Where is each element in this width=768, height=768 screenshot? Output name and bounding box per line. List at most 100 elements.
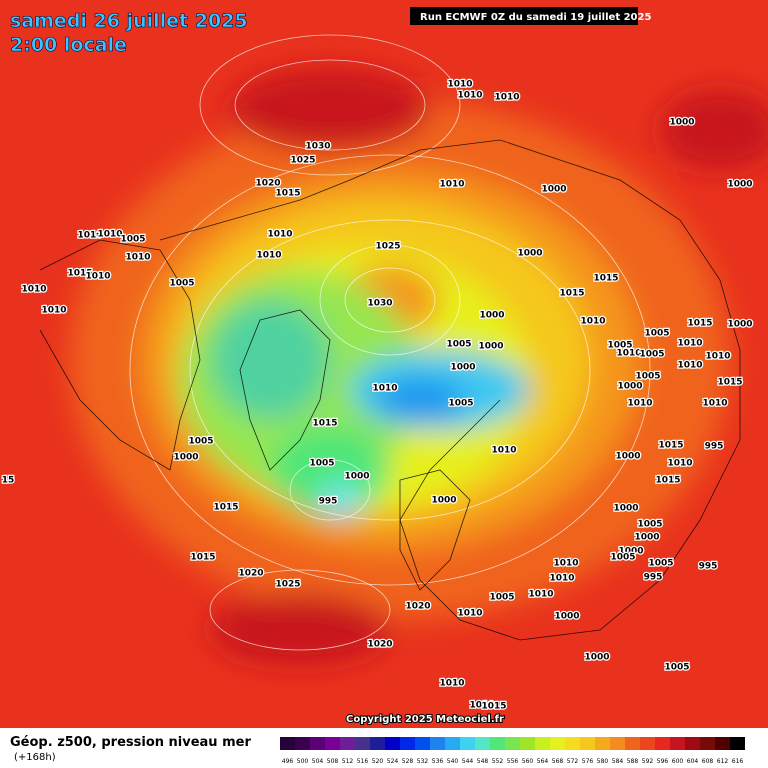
scale-label: 524 [387, 758, 399, 765]
isobar-label: 1020 [405, 602, 430, 612]
isobar-label: 1010 [97, 230, 122, 240]
scale-label: 604 [687, 758, 699, 765]
isobar-label: 1000 [613, 504, 638, 514]
scale-swatch [430, 737, 445, 750]
isobar-label: 1010 [667, 459, 692, 469]
isobar-label: 1010 [528, 590, 553, 600]
isobar-label: 1000 [584, 653, 609, 663]
isobar-label: 1010 [256, 251, 281, 261]
run-info: Run ECMWF 0Z du samedi 19 juillet 2025 [420, 12, 651, 23]
scale-swatch [445, 737, 460, 750]
copyright: Copyright 2025 Meteociel.fr [346, 714, 504, 725]
isobar-label: 1000 [173, 453, 198, 463]
scale-swatch [595, 737, 610, 750]
isobar-label: 1025 [290, 156, 315, 166]
isobar-label: 1010 [125, 253, 150, 263]
scale-label: 564 [537, 758, 549, 765]
isobar-label: 1015 [687, 319, 712, 329]
isobar-label: 1005 [309, 459, 334, 469]
scale-label: 500 [297, 758, 309, 765]
isobar-label: 1010 [677, 339, 702, 349]
isobar-label: 1005 [639, 350, 664, 360]
scale-label: 504 [312, 758, 324, 765]
isobar-label: 1010 [439, 180, 464, 190]
isobar-label: 1010 [447, 80, 472, 90]
isobar-label: 1015 [275, 189, 300, 199]
isobar-label: 1015 [559, 289, 584, 299]
scale-swatch [505, 737, 520, 750]
isobar-label: 1000 [431, 496, 456, 506]
isobar-label: 1005 [448, 399, 473, 409]
isobar-label: 1015 [213, 503, 238, 513]
isobar-label: 1000 [554, 612, 579, 622]
scale-swatch [520, 737, 535, 750]
scale-label: 520 [372, 758, 384, 765]
isobar-label: 1000 [478, 342, 503, 352]
field [0, 0, 768, 728]
scale-swatch [340, 737, 355, 750]
isobar-label: 1020 [238, 569, 263, 579]
isobar-label: 1025 [275, 580, 300, 590]
isobar-label: 995 [319, 497, 338, 507]
isobar-label: 995 [644, 573, 663, 583]
isobar-label: 1015 [67, 269, 92, 279]
scale-label: 548 [477, 758, 489, 765]
scale-swatch [610, 737, 625, 750]
isobar-label: 995 [705, 442, 724, 452]
scale-label: 544 [462, 758, 474, 765]
scale-label: 536 [432, 758, 444, 765]
isobar-label: 1005 [120, 235, 145, 245]
isobar-label: 1010 [616, 349, 641, 359]
isobar-label: 1010 [553, 559, 578, 569]
scale-label: 600 [672, 758, 684, 765]
isobar-label: 1010 [439, 679, 464, 689]
isobar-label: 1010 [494, 93, 519, 103]
isobar-label: 1000 [727, 180, 752, 190]
scale-swatch [310, 737, 325, 750]
scale-swatch [640, 737, 655, 750]
isobar-label: 1010 [469, 701, 494, 711]
isobar-label: 995 [699, 562, 718, 572]
scale-swatch [580, 737, 595, 750]
isobar-label: 1010 [702, 399, 727, 409]
isobar-label: 1010 [21, 285, 46, 295]
scale-swatch [325, 737, 340, 750]
isobar-label: 1010 [549, 574, 574, 584]
scale-label: 560 [522, 758, 534, 765]
scale-label: 608 [702, 758, 714, 765]
valid-date: samedi 26 juillet 2025 [10, 10, 248, 32]
isobar-label: 1005 [607, 341, 632, 351]
isobar-label: 1010 [491, 446, 516, 456]
scale-label: 596 [657, 758, 669, 765]
local-time: 2:00 locale [10, 34, 127, 56]
scale-swatch [490, 737, 505, 750]
scale-label: 528 [402, 758, 414, 765]
scale-swatch [385, 737, 400, 750]
scale-swatch [655, 737, 670, 750]
isobar-label: 1005 [188, 437, 213, 447]
isobar-label: 1005 [446, 340, 471, 350]
isobar-label: 1015 [655, 476, 680, 486]
scale-swatch [415, 737, 430, 750]
isobar-label: 1005 [637, 520, 662, 530]
scale-swatch [685, 737, 700, 750]
scale-label: 612 [717, 758, 729, 765]
isobar-label: 1010 [372, 384, 397, 394]
scale-label: 592 [642, 758, 654, 765]
isobar-label: 1010 [677, 361, 702, 371]
scale-label: 580 [597, 758, 609, 765]
isobar-label: 1000 [479, 311, 504, 321]
isobar-label: 1010 [267, 230, 292, 240]
isobar-label: 1010 [580, 317, 605, 327]
scale-swatch [730, 737, 745, 750]
isobar-label: 1015 [312, 419, 337, 429]
isobar-label: 1010 [457, 609, 482, 619]
isobar-label: 1010 [457, 91, 482, 101]
color-scale: 496 500 504 508 512 516 520 524 528 532 536 540 544 5… [280, 737, 745, 765]
isobar-label: 1005 [635, 372, 660, 382]
isobar-label: 1015 [593, 274, 618, 284]
scale-swatch [670, 737, 685, 750]
run-box [410, 7, 638, 25]
scale-swatch [370, 737, 385, 750]
